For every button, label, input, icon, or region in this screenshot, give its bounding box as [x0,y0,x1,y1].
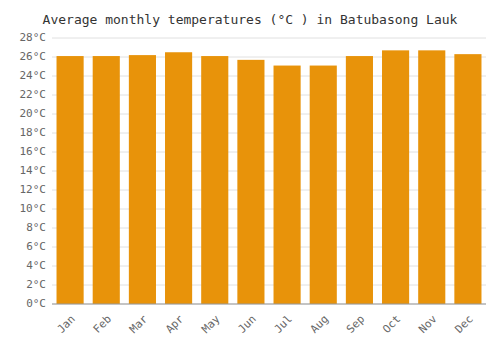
y-tick-label: 24°C [20,69,47,82]
x-tick-label: Jun [235,313,258,336]
y-tick-label: 14°C [20,164,47,177]
chart: 0°C 2°C 4°C 6°C 8°C 10°C 12°C 14°C 16°C 18°C 20°C 2… [0,0,500,350]
y-tick-label: 4°C [26,259,46,272]
bar [310,66,337,304]
bar [382,50,409,304]
title: Average monthly temperatures (°C ) in Ba… [43,12,458,27]
bar [418,50,445,304]
bar [454,54,481,304]
grid-line [52,38,486,39]
grid [52,38,486,304]
bar [93,56,120,304]
bar [57,56,84,304]
bar [274,66,301,304]
x-tick-label: Jan [55,313,78,336]
x-tick-label: Aug [308,313,331,336]
x-tick-label: Nov [416,312,440,336]
y-tick-label: 2°C [26,278,46,291]
y-tick-label: 6°C [26,240,46,253]
x-tick-label: Sep [344,313,367,336]
y-tick-label: 8°C [26,221,46,234]
bar [129,55,156,304]
x-tick-label: May [199,312,223,336]
y-tick-label: 22°C [20,88,47,101]
x-axis-line [52,304,486,305]
y-tick-label: 28°C [20,31,47,44]
x-tick-label: Oct [380,313,403,336]
bar [165,52,192,304]
y-tick-label: 16°C [20,145,47,158]
y-tick-label: 10°C [20,202,47,215]
bar [346,56,373,304]
y-tick-label: 18°C [20,126,47,139]
y-tick-label: 0°C [26,297,46,310]
bars [57,50,482,304]
x-tick-label: Dec [452,313,475,336]
bar [201,56,228,304]
x-tick-label: Apr [163,312,187,336]
y-tick-label: 20°C [20,107,47,120]
y-tick-label: 26°C [20,50,47,63]
y-tick-label: 12°C [20,183,47,196]
bar [237,60,264,304]
x-tick-label: Feb [91,313,114,336]
grid-line [52,304,486,305]
x-tick-label: Jul [272,313,295,336]
x-tick-label: Mar [127,312,151,336]
